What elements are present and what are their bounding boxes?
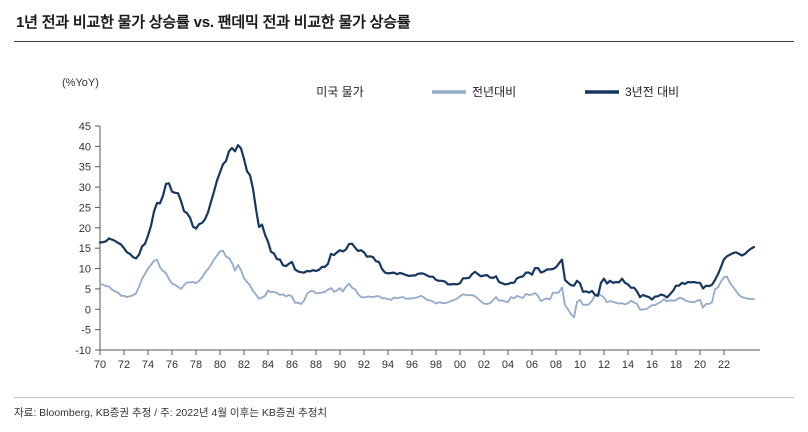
- report-header: 1년 전과 비교한 물가 상승률 vs. 팬데믹 전과 비교한 물가 상승률: [14, 0, 794, 42]
- report-footer: 자료: Bloomberg, KB증권 추정 / 주: 2022년 4월 이후는…: [14, 397, 794, 420]
- source-note: 자료: Bloomberg, KB증권 추정 / 주: 2022년 4월 이후는…: [14, 407, 328, 419]
- y-tick-label: 20: [79, 223, 91, 235]
- page-title: 1년 전과 비교한 물가 상승률 vs. 팬데믹 전과 비교한 물가 상승률: [16, 14, 411, 31]
- x-tick-label: 92: [358, 359, 370, 371]
- x-tick-label: 08: [550, 359, 562, 371]
- y-axis-unit-label: (%YoY): [62, 77, 99, 89]
- x-tick-label: 16: [646, 359, 658, 371]
- inflation-chart: (%YoY) 미국 물가 전년대비 3년전 대비 45 40 35 30 25 20 15 1…: [62, 77, 760, 371]
- x-tick-label: 04: [502, 359, 514, 371]
- x-tick-label: 10: [574, 359, 586, 371]
- x-tick-label: 82: [238, 359, 250, 371]
- x-tick-label: 80: [214, 359, 226, 371]
- y-tick-label: -5: [81, 325, 91, 337]
- x-tick-label: 90: [334, 359, 346, 371]
- x-tick-label: 20: [694, 359, 706, 371]
- x-tick-label: 06: [526, 359, 538, 371]
- x-tick-label: 94: [382, 359, 394, 371]
- x-tick-label: 70: [94, 359, 106, 371]
- x-tick-label: 22: [718, 359, 730, 371]
- x-tick-label: 18: [670, 359, 682, 371]
- x-tick-label: 12: [598, 359, 610, 371]
- y-tick-label: 0: [85, 304, 91, 316]
- y-tick-label: 5: [85, 284, 91, 296]
- legend-label-3yr: 3년전 대비: [625, 85, 679, 99]
- x-tick-label: 98: [430, 359, 442, 371]
- x-tick-label: 76: [166, 359, 178, 371]
- chart-title: 미국 물가: [316, 85, 364, 99]
- x-tick-label: 88: [310, 359, 322, 371]
- y-tick-label: 45: [79, 121, 91, 133]
- x-tick-label: 84: [262, 359, 274, 371]
- y-tick-label: 40: [79, 141, 91, 153]
- y-tick-label: 35: [79, 162, 91, 174]
- chart-series-lines: [98, 143, 756, 319]
- x-tick-label: 02: [478, 359, 490, 371]
- x-tick-label: 14: [622, 359, 634, 371]
- chart-area: (%YoY) 미국 물가 전년대비 3년전 대비 45 40 35 30 25 20 15 1…: [0, 58, 808, 390]
- x-tick-label: 96: [406, 359, 418, 371]
- x-tick-label: 78: [190, 359, 202, 371]
- x-tick-label: 86: [286, 359, 298, 371]
- series-line-3yr: [98, 143, 756, 301]
- x-tick-label: 00: [454, 359, 466, 371]
- x-tick-label: 72: [118, 359, 130, 371]
- y-tick-label: 15: [79, 243, 91, 255]
- y-tick-label: 30: [79, 182, 91, 194]
- y-tick-label: 25: [79, 202, 91, 214]
- legend-label-yoy: 전년대비: [472, 85, 516, 99]
- y-tick-label: -10: [75, 345, 91, 357]
- series-line-yoy: [99, 249, 755, 319]
- y-tick-label: 10: [79, 264, 91, 276]
- x-tick-label: 74: [142, 359, 154, 371]
